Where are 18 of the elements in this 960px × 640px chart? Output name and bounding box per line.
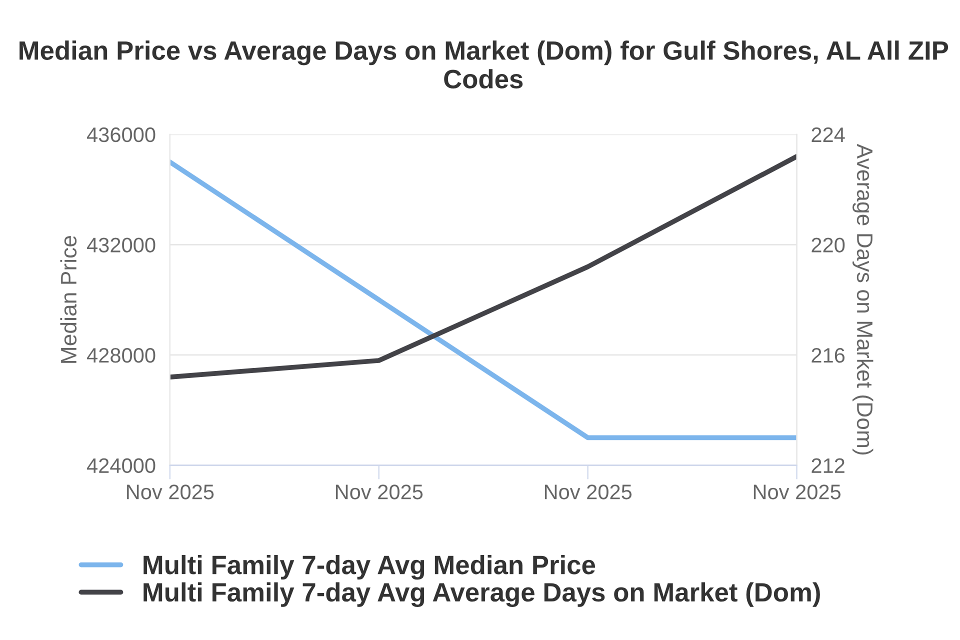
y2-tick-label: 224: [812, 127, 845, 142]
y-axis-title: Median Price: [60, 236, 77, 363]
y-tick-label: 428000: [87, 348, 156, 363]
legend-label: Multi Family 7-day Avg Median Price: [144, 554, 596, 580]
legend-label: Multi Family 7-day Avg Average Days on Market (Dom): [144, 582, 820, 608]
chart-title: Median Price vs Average Days on Market (Dom) for Gulf Shores, AL All ZIP Codes: [20, 40, 948, 88]
x-tick-label: Nov 2025: [336, 484, 423, 500]
y2-tick-label: 212: [812, 458, 844, 473]
line-series: [170, 154, 797, 380]
y-tick-label: 424000: [87, 458, 156, 474]
y-tick-label: 432000: [87, 238, 156, 252]
y2-axis-title: Average Days on Market (Dom): [852, 144, 874, 454]
x-tick-label: Nov 2025: [127, 484, 214, 500]
y-tick-label: 436000: [87, 127, 156, 142]
x-tick-label: Nov 2025: [754, 484, 841, 500]
y2-tick-label: 220: [812, 238, 845, 252]
y2-tick-label: 216: [812, 348, 845, 363]
x-tick-label: Nov 2025: [544, 484, 632, 500]
